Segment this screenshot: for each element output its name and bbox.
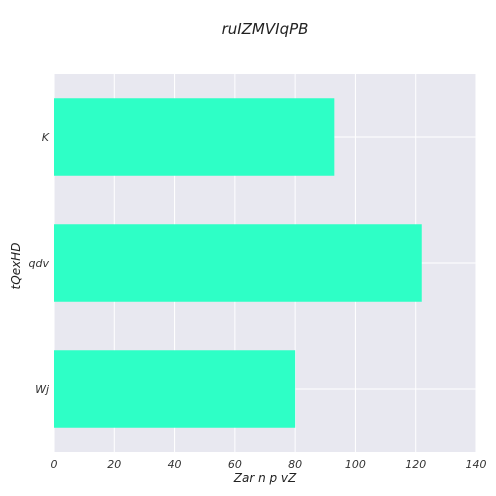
y-tick-label: qdv — [29, 257, 50, 270]
y-tick-label: K — [42, 131, 50, 144]
bar-K — [54, 98, 335, 176]
y-tick-label: Wj — [35, 383, 50, 396]
x-tick-labels: 0 20 40 60 80 100 120 140 — [51, 458, 487, 471]
x-tick-label: 60 — [228, 458, 242, 471]
x-tick-label: 20 — [107, 458, 121, 471]
bar-qdv — [54, 224, 422, 302]
x-tick-label: 40 — [168, 458, 182, 471]
chart-title: ruIZMVIqPB — [222, 20, 309, 38]
x-tick-label: 80 — [288, 458, 302, 471]
bar-Wj — [54, 350, 296, 428]
x-tick-label: 100 — [345, 458, 366, 471]
x-tick-label: 0 — [51, 458, 58, 471]
x-tick-label: 140 — [466, 458, 487, 471]
x-axis-label: Zar n p vZ — [233, 471, 297, 485]
x-tick-label: 120 — [405, 458, 426, 471]
y-axis-label: tQexHD — [9, 243, 23, 290]
bars — [54, 98, 422, 428]
